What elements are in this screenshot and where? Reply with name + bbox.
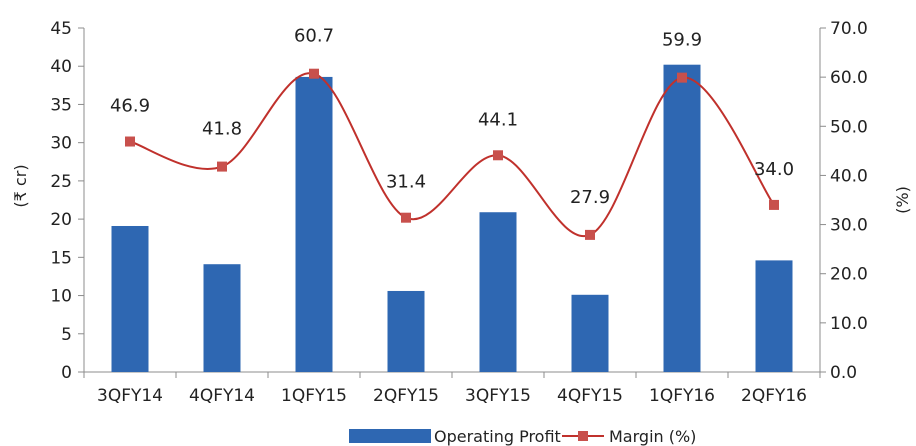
y-left-tick-label: 30 xyxy=(50,134,72,154)
y-right-tick-label: 40.0 xyxy=(830,166,868,186)
y-right-tick-label: 10.0 xyxy=(830,314,868,334)
y-left-tick-label: 10 xyxy=(50,287,72,307)
labels-layer: 46.9 41.8 60.7 31.4 44.1 27.9 59.9 34.0 xyxy=(110,26,794,208)
axes-layer: 0 5 10 15 20 25 30 35 40 45 0.0 10.0 20.0 30.0 40.0 50.… xyxy=(50,19,868,406)
bar-operating-profit xyxy=(479,212,517,372)
legend-swatch-operating-profit xyxy=(349,429,431,443)
x-category-label: 2QFY15 xyxy=(373,386,439,406)
y-left-tick-label: 25 xyxy=(50,172,72,192)
marker-margin xyxy=(309,68,319,79)
legend-swatch-margin-marker xyxy=(578,431,588,441)
y-left-tick-label: 35 xyxy=(50,95,72,115)
y-right-tick-label: 30.0 xyxy=(830,216,868,236)
data-label-margin: 46.9 xyxy=(110,96,150,117)
y-right-tick-label: 70.0 xyxy=(830,19,868,39)
data-label-margin: 60.7 xyxy=(294,26,334,47)
y-right-tick-label: 60.0 xyxy=(830,68,868,88)
y-left-tick-label: 5 xyxy=(61,325,72,345)
legend-label-margin: Margin (%) xyxy=(609,427,696,446)
legend-label-operating-profit: Operating Profit xyxy=(434,427,561,446)
data-label-margin: 34.0 xyxy=(754,159,794,180)
x-category-label: 3QFY14 xyxy=(97,386,163,406)
data-label-margin: 44.1 xyxy=(478,109,518,130)
marker-margin xyxy=(217,161,227,172)
x-category-label: 1QFY16 xyxy=(649,386,715,406)
line-margin xyxy=(129,72,775,238)
bar-operating-profit xyxy=(203,264,241,372)
y-axis-right-title: (%) xyxy=(893,186,912,214)
x-category-label: 4QFY14 xyxy=(189,386,255,406)
bars-layer xyxy=(111,64,793,373)
bar-operating-profit xyxy=(295,76,333,373)
marker-margin xyxy=(585,229,595,240)
bar-operating-profit xyxy=(387,290,425,372)
line-layer xyxy=(125,68,779,240)
marker-margin xyxy=(401,212,411,223)
y-axis-left-title: (₹ cr) xyxy=(11,164,30,207)
bar-operating-profit xyxy=(571,294,609,372)
marker-margin xyxy=(769,199,779,210)
bar-operating-profit xyxy=(111,225,149,372)
data-label-margin: 59.9 xyxy=(662,30,702,51)
bar-operating-profit xyxy=(663,64,701,373)
data-label-margin: 31.4 xyxy=(386,172,426,193)
x-category-label: 2QFY16 xyxy=(741,386,807,406)
y-left-tick-label: 20 xyxy=(50,210,72,230)
y-right-tick-label: 0.0 xyxy=(830,363,857,383)
bar-operating-profit xyxy=(755,260,793,372)
y-left-tick-label: 45 xyxy=(50,19,72,39)
marker-margin xyxy=(125,136,135,147)
legend: Operating Profit Margin (%) xyxy=(349,427,696,446)
marker-margin xyxy=(493,150,503,161)
x-category-label: 1QFY15 xyxy=(281,386,347,406)
x-category-label: 4QFY15 xyxy=(557,386,623,406)
y-left-tick-label: 15 xyxy=(50,248,72,268)
data-label-margin: 41.8 xyxy=(202,119,242,140)
data-label-margin: 27.9 xyxy=(570,187,610,208)
x-category-label: 3QFY15 xyxy=(465,386,531,406)
y-left-tick-label: 40 xyxy=(50,57,72,77)
y-right-tick-label: 20.0 xyxy=(830,265,868,285)
y-right-tick-label: 50.0 xyxy=(830,117,868,137)
y-left-tick-label: 0 xyxy=(61,363,72,383)
marker-margin xyxy=(677,72,687,83)
